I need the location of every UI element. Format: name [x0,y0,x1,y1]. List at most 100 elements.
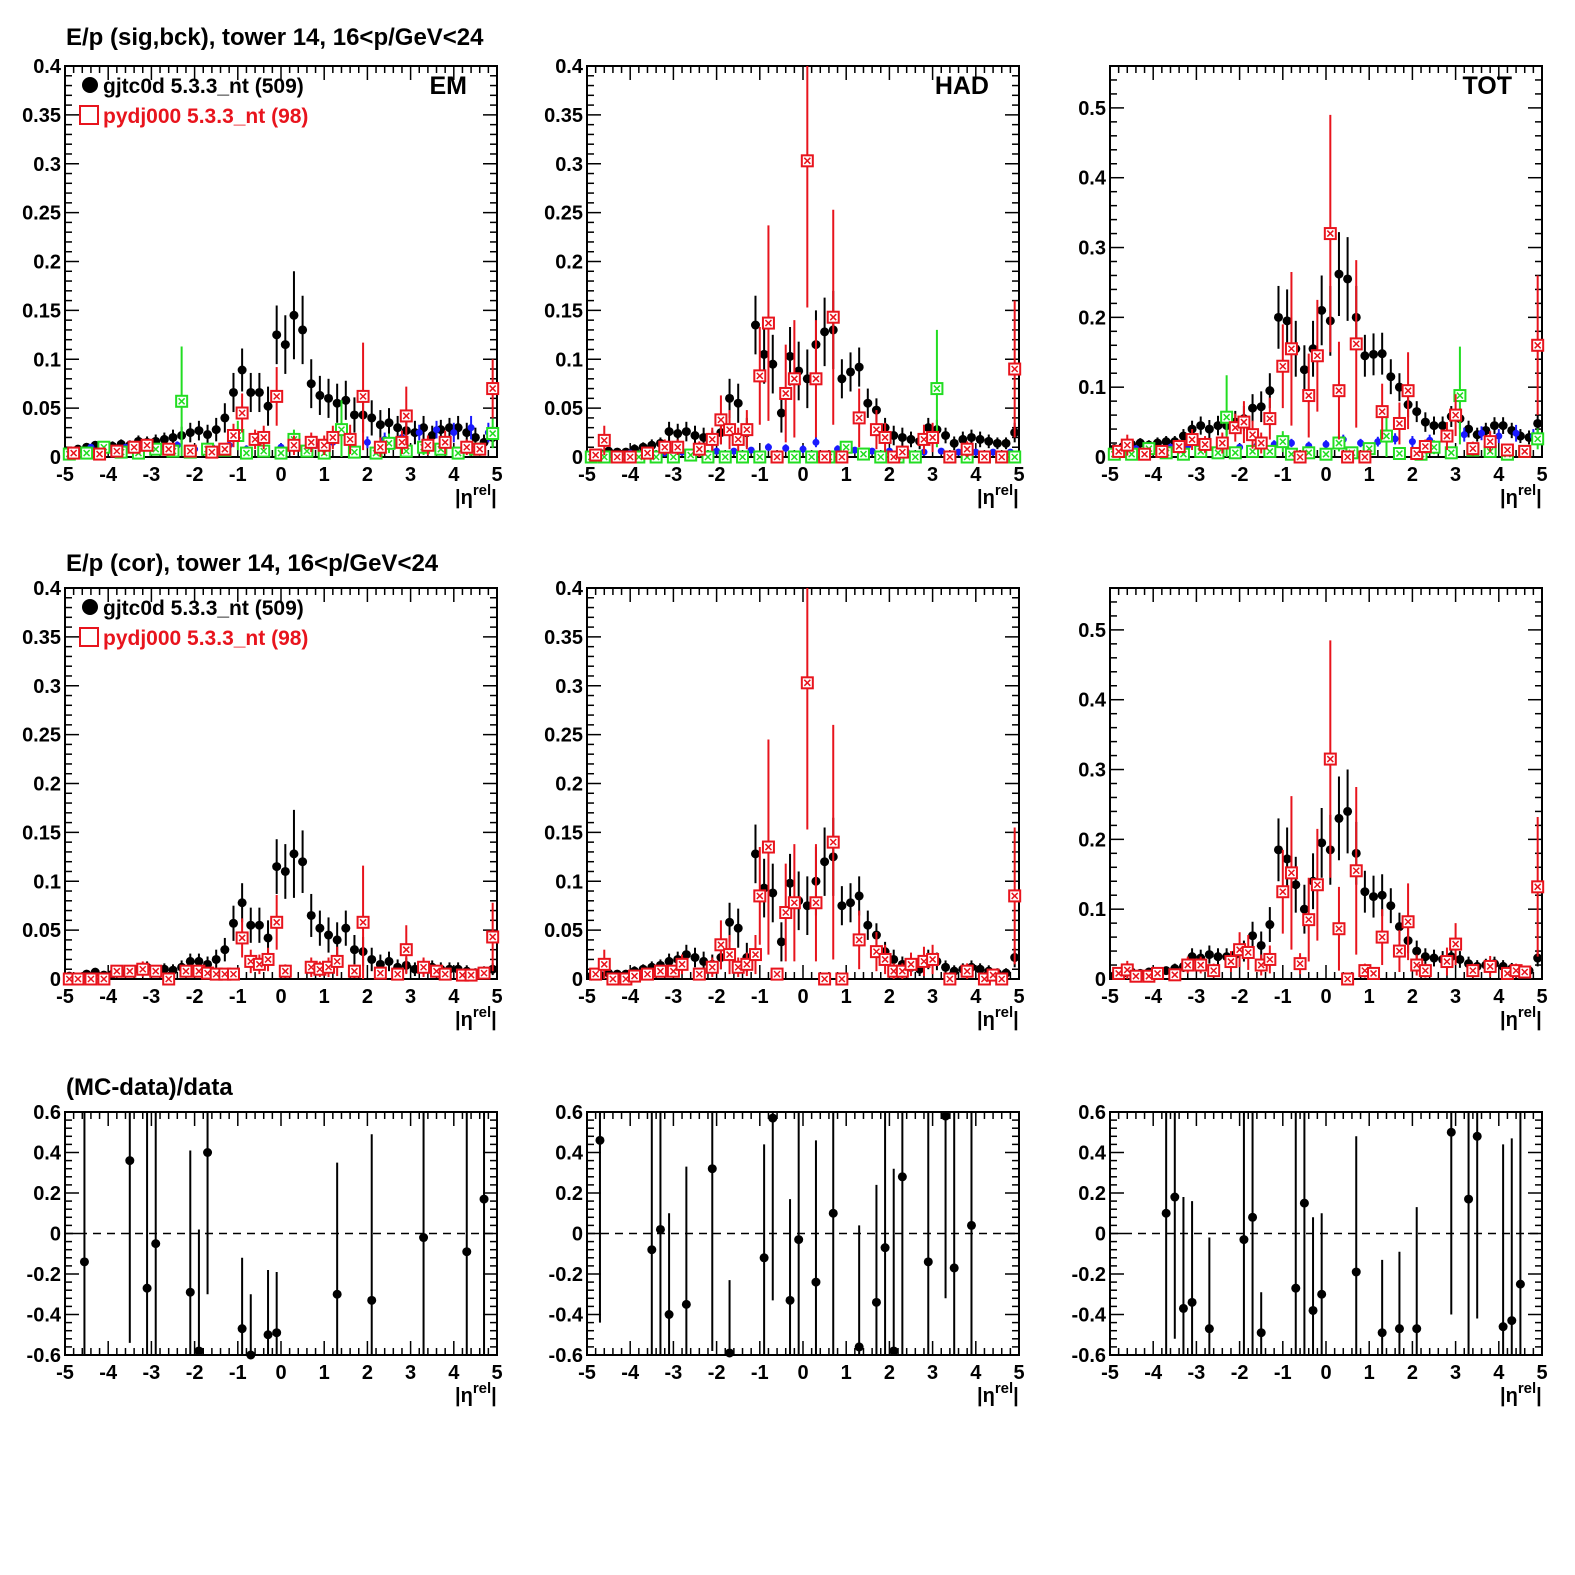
data-point-cross [929,433,937,441]
y-tick-label: 0.15 [544,822,583,844]
data-point-cross [1335,439,1343,447]
data-point-cross [1521,968,1529,976]
data-point [1533,418,1543,428]
data-point-cross [350,448,358,456]
data-point-cross [458,971,466,979]
data-point [1498,421,1508,431]
data-point-cross [1413,961,1421,969]
data-point-cross [402,412,410,420]
data-point-cross [829,313,837,321]
y-tick-label: 0.5 [1078,98,1106,120]
x-axis-label: |ηrel| [455,482,497,509]
data-point [1412,1324,1422,1334]
data-point [237,1324,247,1334]
data-point [1248,931,1258,941]
data-point [415,429,423,437]
data-point [941,430,951,440]
y-tick-label: 0 [50,969,61,991]
data-point-cross [350,967,358,975]
data-point-cross [1011,453,1019,461]
data-point-cross [1452,411,1460,419]
panel-p02: -5 -4 -3 -2 -1 0 1 2 3 4 5 0 0.1 0.2 0.3 0.4 0.5 |ηrel| TO… [1078,65,1548,509]
series-mc [589,66,1022,464]
data-point-cross [1123,441,1131,449]
data-point-cross [74,975,82,983]
data-point-cross [247,957,255,965]
x-tick-label: 1 [1364,986,1375,1008]
data-point-cross [385,439,393,447]
y-tick-label: 0.2 [33,1183,61,1205]
data-point-cross [1486,962,1494,970]
x-axis-label: |ηrel| [455,1004,497,1031]
data-point [837,901,847,911]
data-point-cross [842,443,850,451]
data-point-cross [1236,946,1244,954]
data-point-cross [1240,418,1248,426]
data-point [194,1346,204,1356]
chart-panels: -5 -4 -3 -2 -1 0 1 2 3 4 500.050.10.150.20.250.30.… [22,56,1548,1407]
data-point [427,430,437,440]
data-point-cross [821,975,829,983]
data-point-cross [359,918,367,926]
data-point-cross [613,453,621,461]
y-tick-label: 0.3 [33,676,61,698]
data-point-cross [812,899,820,907]
data-point-cross [920,435,928,443]
data-point [1291,1283,1301,1293]
x-tick-label: 4 [970,986,982,1008]
data-point [1377,349,1387,359]
data-point [972,448,980,456]
data-point-cross [212,970,220,978]
data-point-cross [890,967,898,975]
data-point-cross [1153,969,1162,977]
data-point-cross [139,965,147,973]
data-point-cross [182,967,190,975]
x-tick-label: 1 [1364,1362,1375,1384]
data-point-cross [933,385,941,393]
y-tick-label: 0.3 [1078,238,1106,260]
data-point-cross [838,975,846,983]
data-point [1391,435,1399,443]
data-point-cross [1313,352,1321,360]
legend-marker-data [82,599,98,615]
x-axis-label: |ηrel| [977,1380,1019,1407]
x-axis-label: |ηrel| [977,1004,1019,1031]
y-tick-label: 0.25 [544,725,583,747]
data-point-cross [1534,435,1542,443]
data-point-cross [255,960,263,968]
data-point [1507,1316,1517,1326]
data-point [1489,421,1499,431]
x-tick-label: -4 [621,986,640,1008]
x-tick-label: 5 [1013,1362,1024,1384]
data-point-cross [592,970,600,978]
data-point [168,432,178,442]
data-point [246,920,256,930]
data-point-cross [1266,415,1274,423]
data-point [272,862,282,872]
data-point-cross [277,449,285,457]
x-tick-label: 3 [927,1362,938,1384]
data-point-cross [1210,967,1218,975]
data-point [298,857,308,867]
data-point-cross [1352,340,1360,348]
data-point [966,1220,976,1230]
data-point-cross [432,967,441,975]
data-point-cross [600,960,608,968]
data-point [1360,887,1370,897]
data-point-cross [980,975,988,983]
data-point-cross [1382,432,1391,440]
data-point [1204,424,1214,434]
data-point-cross [1223,413,1231,421]
data-point [1464,1194,1474,1204]
x-tick-label: -2 [1231,464,1249,486]
y-tick-label: 0 [50,1224,61,1246]
data-point [220,945,230,955]
data-point-cross [264,955,272,963]
y-tick-label: 0.3 [33,154,61,176]
data-point-cross [337,426,346,434]
data-point-cross [1313,881,1321,889]
data-point-cross [1344,453,1352,461]
data-point [142,1283,152,1293]
data-point-cross [1413,449,1421,458]
data-point-cross [1011,892,1019,900]
